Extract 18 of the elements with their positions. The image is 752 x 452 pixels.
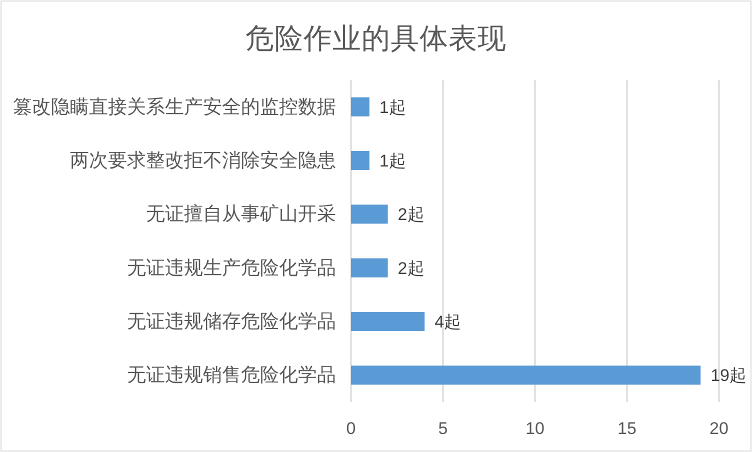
y-tick-label: 无证违规生产危险化学品 (127, 256, 336, 278)
x-tick-label: 20 (710, 419, 728, 438)
x-tick-label: 15 (618, 419, 636, 438)
y-tick-label: 无证违规销售危险化学品 (127, 364, 336, 386)
y-tick-label: 无证违规储存危险化学品 (127, 310, 336, 332)
data-label: 4起 (434, 312, 462, 332)
data-label: 1起 (379, 98, 406, 117)
y-tick-label: 篡改隐瞒直接关系生产安全的监控数据 (13, 96, 336, 117)
x-tick-label: 0 (346, 419, 356, 438)
data-label: 2起 (398, 258, 424, 278)
data-label: 2起 (398, 205, 424, 224)
y-tick-label: 两次要求整改拒不消除安全隐患 (70, 150, 336, 170)
data-label: 19起 (710, 366, 747, 386)
y-tick-label: 无证擅自从事矿山开采 (146, 203, 336, 224)
x-tick-label: 5 (438, 419, 448, 438)
x-tick-label: 10 (526, 419, 544, 438)
data-label: 1起 (379, 152, 406, 170)
title: 危险作业的具体表现 (246, 23, 506, 55)
